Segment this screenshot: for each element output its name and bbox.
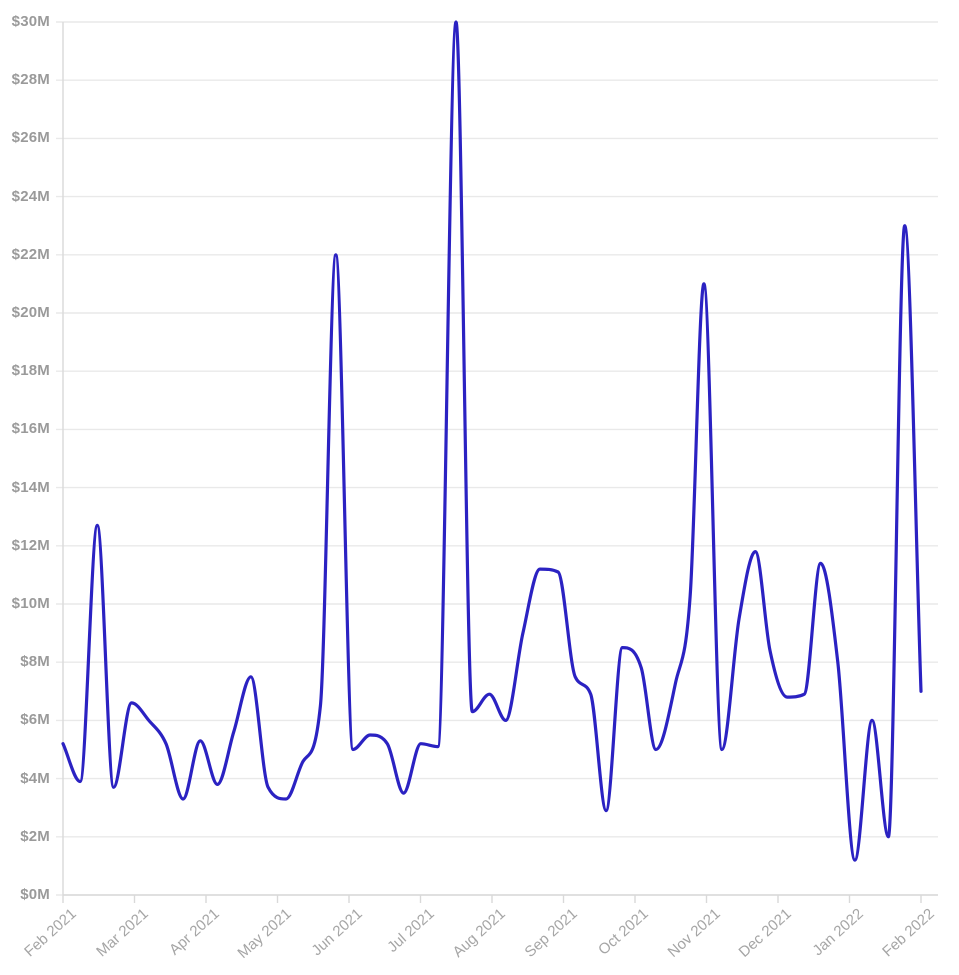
y-axis-tick-label: $14M [11, 478, 50, 496]
y-axis-tick-label: $18M [11, 362, 50, 380]
y-axis-tick-label: $22M [11, 245, 50, 263]
y-axis-tick-label: $12M [11, 536, 50, 554]
y-axis-tick-label: $2M [20, 827, 50, 845]
y-axis-tick-label: $16M [11, 420, 50, 438]
y-axis-tick-label: $24M [11, 187, 50, 205]
y-axis-tick-label: $8M [20, 653, 50, 671]
y-axis-tick-label: $4M [20, 769, 50, 787]
y-axis-tick-label: $0M [20, 886, 50, 903]
y-axis-tick-label: $10M [11, 595, 50, 612]
y-axis-tick-label: $6M [20, 711, 50, 729]
y-axis-tick-label: $30M [11, 13, 50, 30]
y-axis-tick-label: $26M [11, 129, 50, 147]
y-axis-tick-label: $20M [11, 304, 50, 321]
series-line [61, 20, 923, 862]
y-axis-tick-label: $28M [11, 71, 50, 89]
